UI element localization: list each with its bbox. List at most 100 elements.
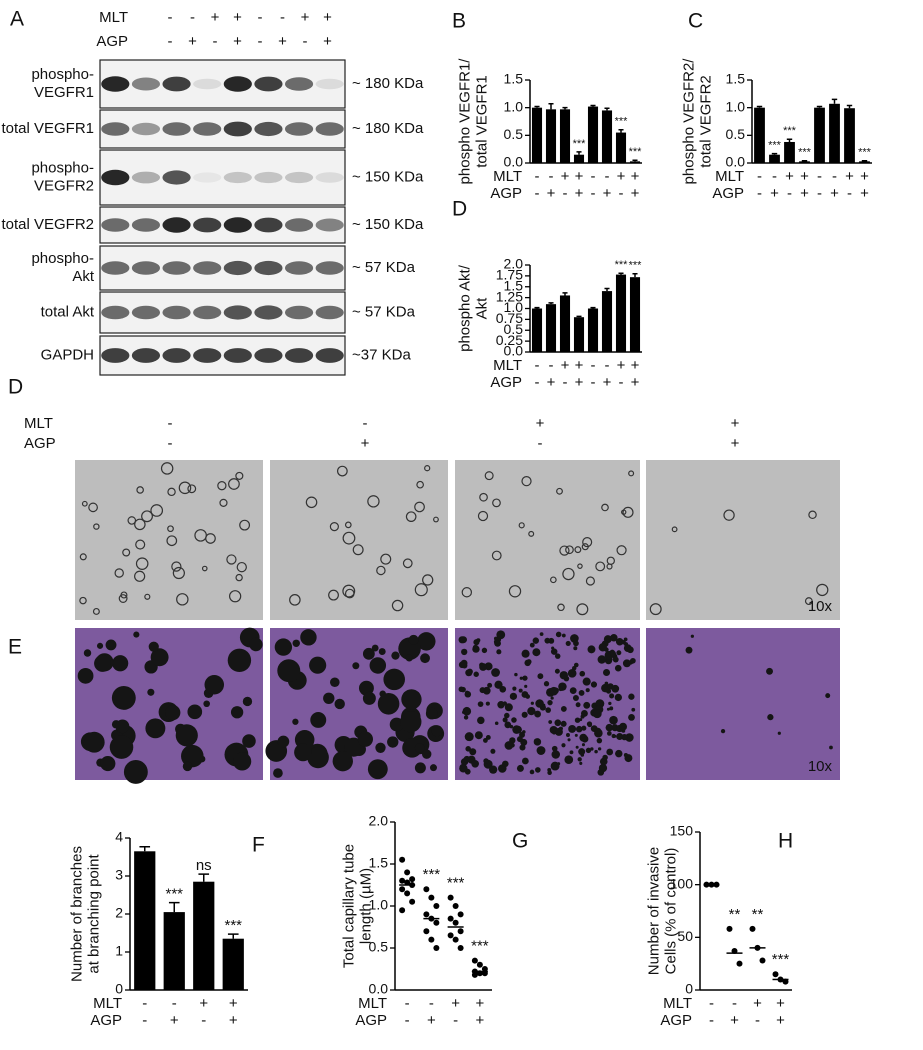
blot-band: [315, 348, 344, 363]
condition-sign: +: [575, 168, 584, 185]
error-bar: [139, 845, 151, 852]
stain-blob: [627, 646, 634, 654]
blot-band: [254, 121, 283, 137]
point: [452, 919, 459, 926]
significance: ***: [447, 875, 465, 892]
significance: ***: [768, 139, 782, 151]
stain-blob: [148, 641, 159, 652]
panel-letter: G: [512, 830, 528, 853]
y-tick-label: 4: [115, 829, 123, 845]
blot-band: [284, 348, 314, 363]
condition-sign: +: [631, 185, 640, 202]
stain-blob: [487, 682, 493, 688]
stain-blob: [504, 741, 514, 750]
bar: [629, 161, 641, 163]
y-axis-label: Cells (% of control): [662, 848, 679, 975]
stain-blob: [242, 696, 253, 707]
stain-blob: [358, 680, 374, 696]
stain-blob: [421, 749, 432, 759]
condition-sign: -: [563, 185, 568, 202]
condition-label: MLT: [358, 995, 387, 1012]
stain-blob: [516, 764, 524, 772]
condition-label: AGP: [712, 185, 744, 202]
stain-blob: [230, 706, 244, 719]
blot-band: [131, 77, 161, 91]
condition-sign: +: [547, 374, 556, 391]
stain-blob: [277, 659, 301, 683]
cell: [492, 498, 501, 508]
stain-blob: [182, 761, 193, 772]
cell: [93, 523, 100, 530]
cell: [521, 476, 532, 487]
error-bar: [861, 160, 868, 162]
blot-band: [254, 171, 283, 184]
point: [423, 928, 430, 935]
stain-blob: [352, 662, 360, 670]
cell: [723, 509, 735, 521]
condition-sign: -: [535, 185, 540, 202]
stain-blob: [605, 723, 614, 732]
stain-blob: [554, 668, 560, 674]
condition-sign: -: [591, 185, 596, 202]
blot-band: [193, 217, 222, 233]
cell: [239, 519, 251, 531]
stain-blob: [606, 707, 610, 711]
cell: [144, 593, 151, 600]
cell: [402, 558, 413, 569]
y-tick-label: 0.0: [504, 154, 524, 170]
panel-letter: H: [778, 830, 793, 853]
stain-blob: [609, 715, 618, 725]
micrograph: [270, 460, 448, 620]
stain-blob: [472, 644, 479, 651]
y-tick-label: 2.0: [504, 256, 524, 272]
bar: [601, 291, 613, 352]
error-bar: [846, 104, 853, 109]
y-tick-label: 0.25: [496, 332, 523, 348]
point: [409, 898, 416, 905]
condition-sign: -: [591, 357, 596, 374]
blot-label: phospho-: [31, 66, 94, 83]
bar: [784, 141, 795, 163]
stain-blob: [473, 671, 479, 677]
condition-sign: -: [172, 995, 177, 1012]
cell: [235, 471, 244, 480]
point: [471, 957, 478, 964]
condition-label: AGP: [490, 374, 522, 391]
stain-blob: [631, 707, 636, 712]
point: [457, 911, 464, 918]
blot-label: VEGFR2: [34, 177, 94, 194]
blot-label: Akt: [72, 268, 95, 285]
cell: [122, 548, 131, 557]
stain-blob: [145, 718, 166, 739]
blot-band: [101, 76, 130, 92]
error-bar: [632, 159, 638, 162]
stain-blob: [579, 670, 586, 677]
condition-sign: +: [301, 9, 310, 26]
stain-blob: [115, 719, 130, 734]
cell: [344, 521, 352, 529]
cell: [414, 501, 425, 513]
point: [452, 936, 459, 943]
condition-sign: -: [258, 9, 263, 26]
stain-blob: [581, 725, 587, 731]
condition-sign: +: [170, 1012, 179, 1029]
blot-frame: [99, 149, 346, 206]
stain-blob: [94, 654, 111, 672]
blot-band: [315, 172, 344, 183]
cell: [88, 502, 98, 513]
stain-blob: [527, 706, 536, 716]
error-bar: [590, 104, 596, 107]
cell: [433, 516, 439, 523]
cell: [461, 587, 473, 598]
stain-blob: [581, 743, 585, 747]
stain-blob: [590, 681, 598, 688]
y-tick-label: 1.25: [496, 288, 523, 304]
point: [447, 915, 454, 922]
stain-blob: [565, 733, 570, 738]
stain-blob: [562, 721, 566, 725]
stain-blob: [594, 749, 598, 754]
blot-band: [315, 305, 344, 320]
stain-blob: [621, 640, 626, 645]
cell: [135, 557, 149, 570]
stain-blob: [597, 655, 607, 664]
